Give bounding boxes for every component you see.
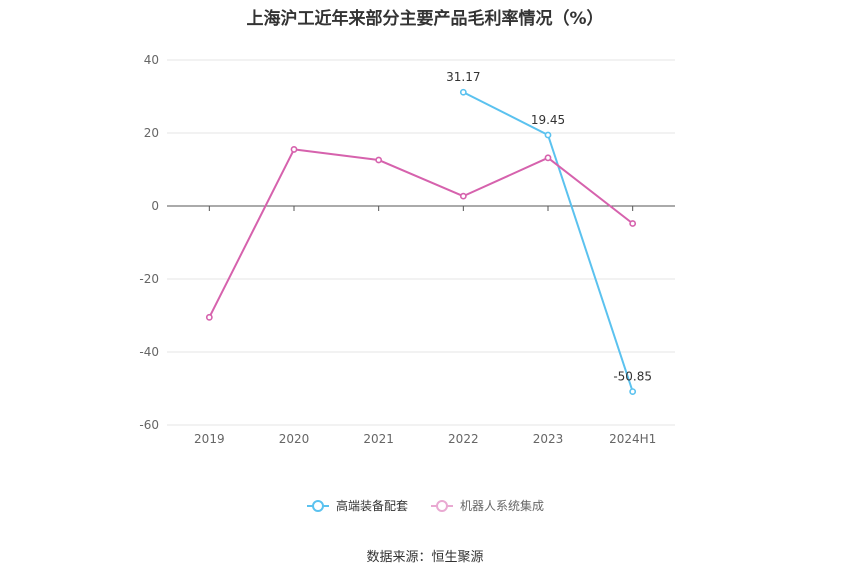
axes: -60 -40 -20 0 20 40 2019 2020 2021 2022 2023 2024H1	[139, 53, 675, 446]
data-point	[290, 146, 298, 153]
x-tick-label: 2023	[533, 432, 564, 446]
data-point	[629, 220, 637, 227]
y-tick-label: -20	[139, 272, 159, 286]
legend: 高端装备配套 机器人系统集成	[0, 497, 850, 514]
legend-label: 高端装备配套	[335, 499, 408, 513]
legend-label: 机器人系统集成	[460, 499, 545, 513]
data-point	[459, 88, 467, 96]
y-tick-label: 40	[144, 53, 159, 67]
grid-lines	[167, 59, 675, 426]
data-point	[629, 388, 637, 396]
legend-item-high-end-equipment[interactable]: 高端装备配套	[306, 497, 408, 514]
data-label: 19.45	[531, 113, 565, 127]
data-label: -50.85	[613, 370, 652, 384]
source-note: 数据来源：恒生聚源	[366, 550, 484, 565]
data-point	[544, 154, 552, 162]
data-point	[544, 131, 552, 139]
x-tick-label: 2022	[448, 432, 479, 446]
data-point	[459, 192, 467, 200]
legend-marker-icon	[431, 499, 453, 512]
data-point	[205, 313, 213, 321]
y-tick-label: 0	[151, 199, 159, 213]
x-tick-label: 2020	[279, 432, 310, 446]
data-labels: 31.17 19.45 -50.85	[446, 70, 652, 383]
series-lines	[205, 88, 637, 396]
chart-title: 上海沪工近年来部分主要产品毛利率情况（%）	[246, 9, 604, 29]
x-tick-label: 2019	[194, 432, 225, 446]
legend-marker-icon	[306, 499, 329, 512]
x-tick-label: 2021	[363, 432, 394, 446]
y-tick-label: 20	[144, 126, 159, 140]
x-tick-label: 2024H1	[609, 432, 656, 446]
data-label: 31.17	[446, 70, 480, 84]
y-tick-label: -60	[139, 418, 159, 432]
y-tick-label: -40	[139, 345, 159, 359]
data-point	[375, 156, 383, 164]
legend-item-robot-integration[interactable]: 机器人系统集成	[430, 497, 544, 514]
series-line-1	[208, 148, 634, 318]
